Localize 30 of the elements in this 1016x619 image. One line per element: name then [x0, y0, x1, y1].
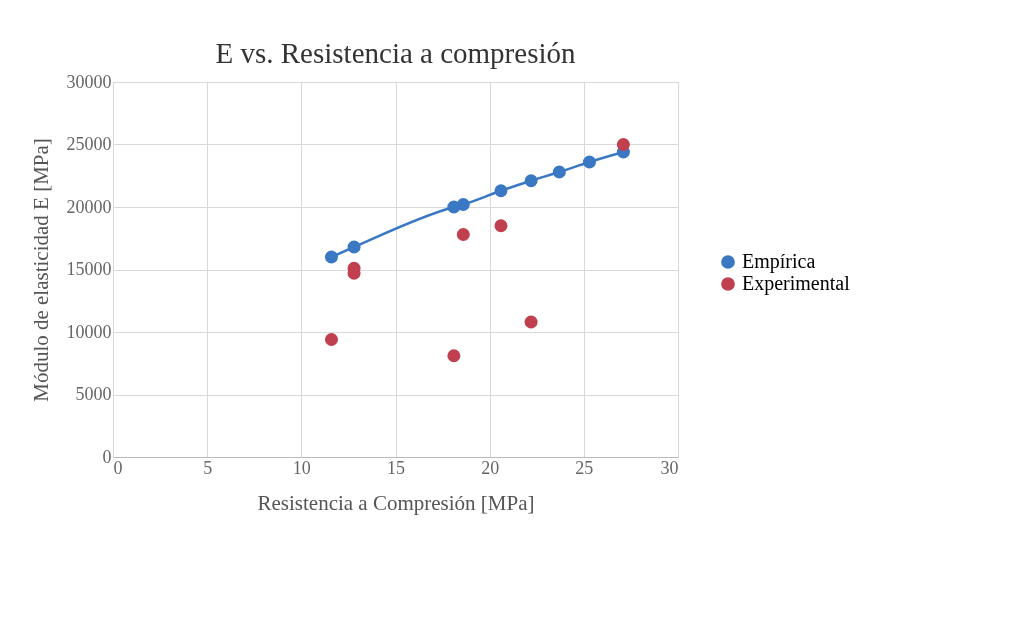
point	[552, 165, 566, 179]
y-tick-label: 15000	[66, 259, 112, 279]
y-tick-label: 30000	[66, 71, 112, 92]
legend-label: Experimental	[742, 272, 851, 295]
x-tick-label: 20	[481, 457, 500, 478]
x-axis-title: Resistencia a Compresión [MPa]	[257, 490, 535, 515]
x-tick-label: 5	[203, 457, 213, 478]
point	[347, 240, 361, 254]
point	[324, 250, 338, 264]
y-tick-label: 20000	[66, 196, 112, 217]
y-tick-label: 5000	[75, 384, 112, 404]
y-axis-title: Módulo de elasticidad E [MPa]	[28, 138, 53, 402]
point	[524, 315, 538, 329]
x-tick-label: 10	[292, 457, 311, 478]
point	[494, 219, 508, 233]
point	[456, 227, 470, 242]
chart-title: E vs. Resistencia a compresión	[215, 37, 576, 69]
legend-label: Empírica	[742, 250, 816, 273]
point	[324, 332, 338, 347]
x-tick-label: 25	[575, 457, 594, 478]
point	[456, 197, 470, 212]
point	[616, 137, 630, 152]
x-tick-label: 30	[660, 457, 679, 478]
y-tick-label: 25000	[66, 134, 112, 154]
point	[494, 184, 508, 198]
point	[582, 155, 596, 169]
x-tick-label: 15	[387, 457, 405, 478]
y-tick-label: 10000	[66, 321, 112, 342]
point	[524, 174, 538, 188]
point	[447, 349, 461, 363]
